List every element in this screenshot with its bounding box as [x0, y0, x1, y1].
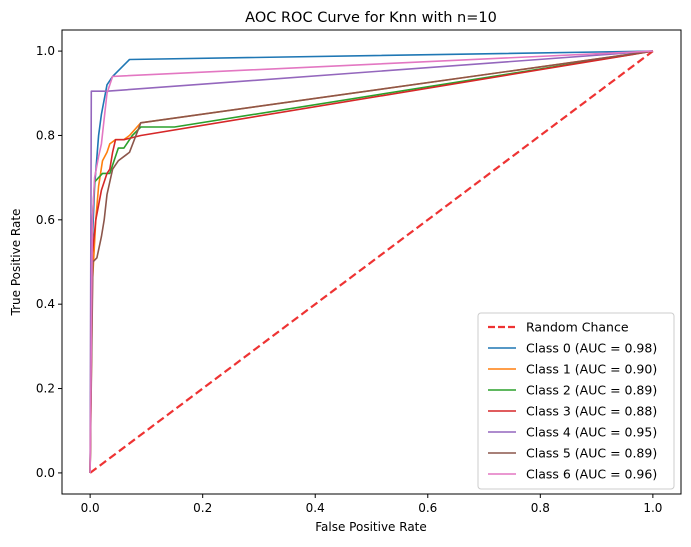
x-tick-label: 1.0: [643, 501, 662, 515]
y-tick-label: 0.8: [36, 128, 55, 142]
x-tick-label: 0.4: [306, 501, 325, 515]
y-tick-label: 1.0: [36, 44, 55, 58]
x-tick-label: 0.8: [531, 501, 550, 515]
legend-box: [477, 312, 675, 490]
series-line-7: [89, 50, 653, 473]
series-line-6: [89, 50, 654, 473]
y-tick-label: 0.4: [36, 297, 55, 311]
series-line-0: [89, 50, 654, 474]
axes-frame: [61, 29, 682, 495]
legend-entry: Class 3 (AUC = 0.88): [526, 404, 657, 419]
x-tick-label: 0.0: [81, 501, 100, 515]
legend-entry: Class 6 (AUC = 0.96): [526, 467, 657, 482]
legend-entry: Class 1 (AUC = 0.90): [526, 362, 657, 377]
series-line-5: [89, 50, 653, 473]
legend-entry: Class 4 (AUC = 0.95): [526, 425, 657, 440]
y-tick-label: 0.2: [36, 382, 55, 396]
legend-entry: Class 2 (AUC = 0.89): [526, 383, 657, 398]
x-tick-label: 0.6: [418, 501, 437, 515]
legend-entry: Class 0 (AUC = 0.98): [526, 341, 657, 356]
legend-entry: Random Chance: [526, 320, 629, 335]
legend-entry: Class 5 (AUC = 0.89): [526, 446, 657, 461]
legend: Random Chance Class 0 (AUC = 0.98) Class 1…: [477, 312, 675, 490]
x-tick-label: 0.2: [193, 501, 212, 515]
y-tick-label: 0.0: [36, 466, 55, 480]
y-axis-label: True Positive Rate: [9, 209, 23, 317]
plot-area: [89, 50, 654, 474]
y-tick-label: 0.6: [36, 213, 55, 227]
series-line-4: [89, 50, 654, 473]
x-axis-label: False Positive Rate: [315, 520, 427, 534]
chart-title: AOC ROC Curve for Knn with n=10: [245, 10, 497, 26]
